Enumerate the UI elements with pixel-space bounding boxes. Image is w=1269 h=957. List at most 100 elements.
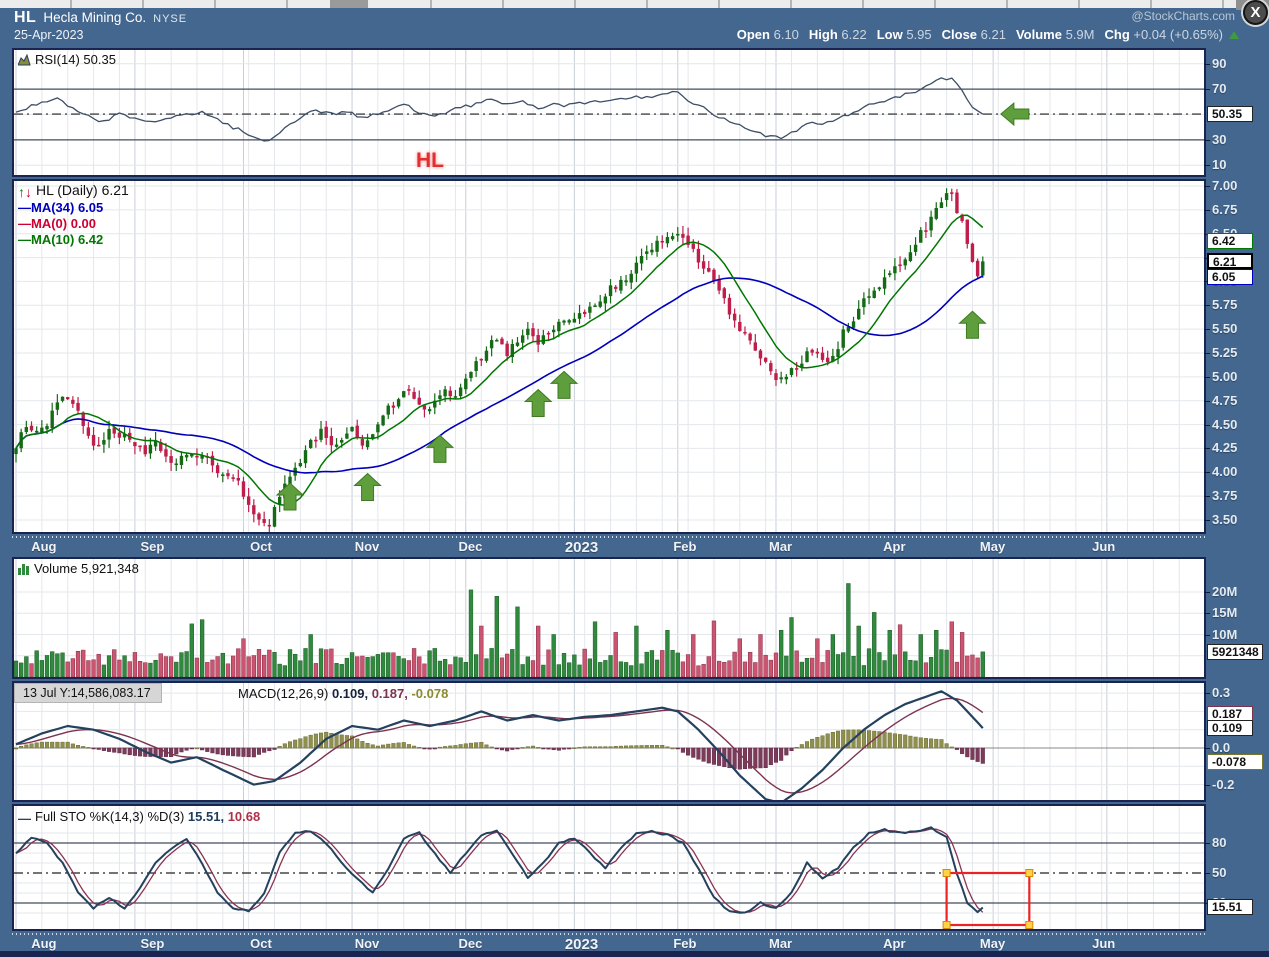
macd-values: 0.109, 0.187, -0.078	[332, 686, 448, 701]
month-label: Dec	[458, 539, 483, 554]
axis-tick-label: 0.0	[1203, 740, 1231, 755]
current-value-tag: 50.35	[1207, 106, 1253, 123]
month-label: Aug	[31, 936, 57, 951]
current-value-tag: 5921348	[1207, 643, 1263, 660]
month-label: Apr	[883, 539, 906, 554]
chart-date: 25-Apr-2023	[14, 28, 84, 42]
bottom-border	[0, 951, 1269, 957]
month-label: Aug	[31, 539, 57, 554]
price-panel	[12, 179, 1206, 534]
month-label: Apr	[883, 936, 906, 951]
current-value-tag: 15.51	[1207, 899, 1253, 916]
quote-field-value: 6.10	[769, 27, 799, 42]
quote-field-label: Volume	[1015, 27, 1062, 42]
month-label: Nov	[354, 539, 380, 554]
price-title: ↑↓ HL (Daily) 6.21	[18, 182, 129, 200]
ma34-legend: —MA(34) 6.05	[18, 200, 104, 215]
quote-field-label: Chg	[1104, 27, 1130, 42]
xaxis-strip-top: Aug Sep Oct Nov Dec 2023 Feb Mar Apr May Jun	[12, 534, 1206, 557]
browser-edge-mark	[330, 0, 368, 8]
month-label: Dec	[458, 936, 483, 951]
sto-values: 15.51, 10.68	[188, 809, 260, 824]
axis-tick-label: 20M	[1203, 584, 1238, 599]
indicator-value: -0.078	[407, 686, 449, 701]
quote-field-value: 5.95	[902, 27, 932, 42]
month-label: May	[979, 539, 1006, 554]
quote-field-value: 6.21	[977, 27, 1006, 42]
month-label: Oct	[250, 539, 272, 554]
quote-field-value: 5.9M	[1061, 27, 1095, 42]
axis-tick-label: 5.25	[1203, 345, 1238, 360]
axis-tick-label: 15M	[1203, 605, 1238, 621]
quote-field-value: +0.04 (+0.65%)	[1129, 27, 1223, 42]
month-label: Feb	[673, 936, 697, 951]
sto-name: Full STO %K(14,3) %D(3)	[35, 809, 185, 824]
axis-tick-label: 80	[1203, 835, 1227, 850]
month-label: Feb	[673, 539, 697, 554]
xaxis-strip-bottom: Aug Sep Oct Nov Dec 2023 Feb Mar Apr May Jun	[12, 931, 1206, 953]
macd-name: MACD(12,26,9)	[238, 686, 329, 701]
quote-field-label: Close	[941, 27, 978, 42]
ma0-legend: —MA(0) 0.00	[18, 216, 97, 231]
change-up-triangle-icon	[1229, 31, 1239, 39]
exchange-label: NYSE	[153, 13, 188, 25]
axis-tick-label: 4.25	[1203, 440, 1238, 456]
quote-field-value: 6.22	[837, 27, 867, 42]
axis-tick-label: 3.75	[1203, 488, 1238, 504]
current-value-tag: 0.109	[1207, 720, 1253, 737]
candlestick-icon: ↑↓	[18, 184, 32, 200]
indicator-value: 0.187,	[368, 686, 408, 701]
month-label: Mar	[769, 936, 793, 951]
volume-label: Volume 5,921,348	[18, 561, 139, 578]
axis-tick-label: 5.50	[1203, 321, 1238, 337]
chart-header: HL Hecla Mining Co. NYSE	[14, 9, 187, 27]
rsi-chart-icon	[17, 53, 31, 69]
month-label: Jun	[1092, 539, 1116, 554]
ma10-legend: —MA(10) 6.42	[18, 232, 104, 247]
current-value-tag: 6.42	[1207, 233, 1253, 250]
axis-tick-label: 4.00	[1203, 464, 1238, 480]
line-dash-icon: —	[18, 811, 31, 826]
axis-tick-label: 90	[1203, 55, 1227, 71]
stochastic-label: — Full STO %K(14,3) %D(3) 15.51, 10.68	[18, 809, 260, 826]
rsi-panel	[12, 48, 1206, 177]
macd-panel	[12, 681, 1206, 802]
stochastic-panel	[12, 804, 1206, 931]
current-value-tag: -0.078	[1207, 754, 1263, 771]
month-label: Sep	[140, 539, 165, 554]
axis-tick-label: -0.2	[1203, 776, 1235, 792]
volume-bars-icon	[18, 563, 30, 578]
ticker-symbol: HL	[14, 9, 37, 26]
volume-panel	[12, 557, 1206, 679]
hl-text-annotation: HL	[416, 149, 444, 172]
axis-tick-label: 10M	[1203, 626, 1238, 642]
current-value-tag: 6.05	[1207, 268, 1253, 285]
axis-tick-label: 30	[1203, 131, 1227, 147]
company-name: Hecla Mining Co.	[43, 10, 147, 25]
axis-tick-label: 10	[1203, 157, 1227, 173]
month-label: May	[979, 936, 1006, 951]
month-label: 2023	[564, 936, 599, 953]
quote-field-label: Open	[736, 27, 770, 42]
month-label: Sep	[140, 936, 165, 951]
axis-tick-label: 70	[1203, 81, 1227, 97]
rsi-label: RSI(14) 50.35	[17, 52, 116, 69]
crosshair-tooltip: 13 Jul Y:14,586,083.17	[14, 683, 162, 703]
stockcharts-watermark: @StockCharts.com	[1131, 9, 1235, 23]
axis-tick-label: 6.75	[1203, 201, 1238, 217]
quote-line: Open 6.10 High 6.22 Low 5.95 Close 6.21 Volu…	[727, 27, 1239, 42]
close-button[interactable]: X	[1243, 0, 1268, 25]
browser-edge-strip	[0, 0, 1269, 8]
month-label: Nov	[354, 936, 380, 951]
indicator-value: 15.51,	[187, 809, 225, 824]
axis-tick-label: 4.50	[1203, 416, 1238, 432]
quote-field-label: High	[808, 27, 838, 42]
current-value-tag: 6.21	[1207, 253, 1253, 270]
axis-tick-label: 3.50	[1203, 512, 1238, 527]
axis-tick-label: 5.00	[1203, 368, 1238, 384]
quote-field-label: Low	[876, 27, 903, 42]
month-label: Mar	[769, 539, 793, 554]
month-label: Jun	[1092, 936, 1116, 951]
axis-tick-label: 5.75	[1203, 297, 1238, 313]
